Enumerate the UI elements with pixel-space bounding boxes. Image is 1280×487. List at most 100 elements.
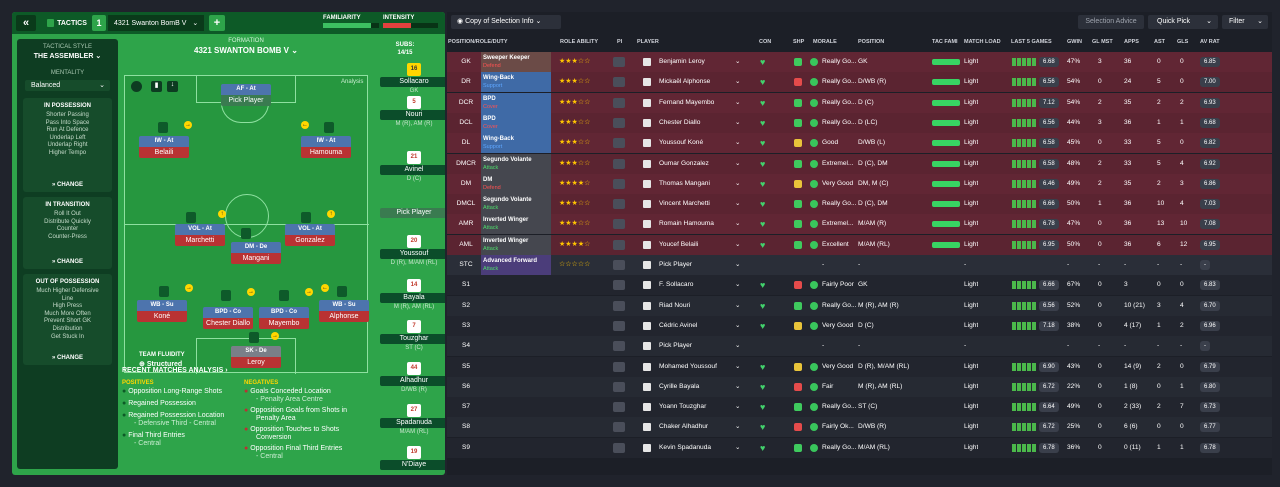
player-instructions-icon[interactable] [613, 320, 625, 331]
pitch-player-dmcl[interactable]: VOL - At Marchetti [175, 224, 225, 248]
chevron-down-icon[interactable]: ⌄ [735, 281, 741, 289]
player-instructions-icon[interactable] [613, 57, 625, 67]
player-instructions-icon[interactable] [613, 361, 625, 372]
in-transition-box[interactable]: IN TRANSITION Roll It Out Distribute Qui… [23, 197, 112, 269]
filter-button[interactable]: Filter ⌄ [1222, 15, 1268, 29]
player-instructions-icon[interactable] [613, 77, 625, 88]
role-select[interactable]: Advanced Forward Attack [481, 255, 551, 275]
player-instructions-icon[interactable] [613, 260, 625, 270]
table-row[interactable]: S8 Chaker Alhadhur ⌄ ♥ Fairly Ok... D/WB (R) L… [447, 417, 1272, 438]
chevron-down-icon[interactable]: ⌄ [735, 179, 741, 187]
chevron-down-icon[interactable]: ⌄ [735, 261, 741, 268]
pitch-player-st[interactable]: AF - At Pick Player [221, 84, 271, 108]
chevron-down-icon[interactable]: ⌄ [735, 321, 741, 329]
table-row[interactable]: DL Wing-Back Support ★★★☆☆ Youssouf Koné ⌄ ♥ Go… [447, 133, 1272, 154]
player-name[interactable]: Fernand Mayembo [659, 98, 715, 106]
col-header-tac-fami[interactable]: TAC FAMI [932, 39, 958, 45]
col-header-last5[interactable]: LAST 5 GAMES [1011, 39, 1052, 45]
chevron-down-icon[interactable]: ⌄ [735, 139, 741, 147]
quick-pick-button[interactable]: Quick Pick ⌄ [1148, 15, 1218, 29]
role-select[interactable]: BPD Cover [481, 92, 551, 113]
player-name[interactable]: Oumar Gonzalez [659, 159, 709, 167]
player-name[interactable]: F. Sollacaro [659, 281, 694, 289]
col-header-gls[interactable]: GLS [1177, 39, 1189, 45]
col-header-shp[interactable]: SHP [793, 39, 805, 45]
sub-slot-empty[interactable]: Pick Player [380, 207, 445, 218]
player-name[interactable]: Romain Hamouma [659, 220, 714, 228]
download-icon[interactable]: ↓ [167, 81, 178, 92]
col-header-role-ability[interactable]: ROLE ABILITY [560, 39, 598, 45]
col-header-glmst[interactable]: GL MST [1092, 39, 1113, 45]
chevron-down-icon[interactable]: ⌄ [735, 362, 741, 370]
player-instructions-icon[interactable] [613, 239, 625, 250]
chevron-down-icon[interactable]: ⌄ [735, 220, 741, 228]
sub-slot[interactable]: 7 Touzghar ST (C) [380, 320, 445, 352]
col-header-av-rat[interactable]: AV RAT [1200, 39, 1220, 45]
table-row[interactable]: S3 Cédric Avinel ⌄ ♥ Very Good D (C) Light 7.18… [447, 315, 1272, 336]
table-row[interactable]: S7 Yoann Touzghar ⌄ ♥ Really Go... ST (C) Ligh… [447, 397, 1272, 418]
player-instructions-icon[interactable] [613, 219, 625, 230]
pitch-player-dmcr[interactable]: VOL - At Gonzalez [285, 224, 335, 248]
col-header-position2[interactable]: POSITION [858, 39, 885, 45]
role-select[interactable]: Wing-Back Support [481, 72, 551, 93]
sub-slot[interactable]: 19 N'Diaye [380, 446, 445, 470]
table-row[interactable]: AML Inverted Winger Attack ★★★★☆ Youcef Bela… [447, 234, 1272, 255]
chevron-down-icon[interactable]: ⌄ [735, 200, 741, 208]
player-name[interactable]: Cyrille Bayala [659, 382, 700, 390]
player-instructions-icon[interactable] [613, 117, 625, 128]
pitch-player-dcr[interactable]: BPD - Co Mayembo [259, 307, 309, 331]
table-row[interactable]: S9 Kevin Spadanuda ⌄ ♥ Really Go... M/AM (RL)… [447, 437, 1272, 458]
player-name[interactable]: Pick Player [659, 342, 692, 350]
chevron-down-icon[interactable]: ⌄ [735, 240, 741, 248]
chevron-down-icon[interactable]: ⌄ [735, 301, 741, 309]
player-name[interactable]: Mickaël Alphonse [659, 78, 711, 86]
table-row[interactable]: AMR Inverted Winger Attack ★★★☆☆ Romain Hamo… [447, 214, 1272, 235]
player-instructions-icon[interactable] [613, 158, 625, 169]
player-instructions-icon[interactable] [613, 300, 625, 311]
table-row[interactable]: DR Wing-Back Support ★★★☆☆ Mickaël Alphonse ⌄… [447, 72, 1272, 93]
selection-advice-button[interactable]: Selection Advice [1078, 15, 1144, 29]
table-row[interactable]: S2 Riad Nouri ⌄ ♥ Really Go... M (R), AM (R) L… [447, 295, 1272, 316]
chevron-down-icon[interactable]: ⌄ [735, 342, 741, 350]
player-name[interactable]: Youcef Belaili [659, 240, 699, 248]
chevron-down-icon[interactable]: ⌄ [735, 403, 741, 411]
player-name[interactable]: Benjamin Leroy [659, 58, 705, 65]
player-instructions-icon[interactable] [613, 381, 625, 392]
chevron-down-icon[interactable]: ⌄ [735, 118, 741, 126]
formation-select[interactable]: 4321 SWANTON BOMB V ⌄ [124, 46, 368, 55]
role-select[interactable]: Sweeper Keeper Defend [481, 52, 551, 72]
role-select[interactable]: Inverted Winger Attack [481, 234, 551, 255]
player-name[interactable]: Pick Player [659, 261, 692, 268]
player-instructions-icon[interactable] [613, 178, 625, 189]
role-select[interactable]: Segundo Volante Attack [481, 194, 551, 215]
chevron-down-icon[interactable]: ⌄ [735, 423, 741, 431]
change-in-transition-button[interactable]: » CHANGE [51, 259, 84, 265]
table-row[interactable]: S4 Pick Player ⌄ - - - - - - - - - [447, 336, 1272, 357]
change-out-of-possession-button[interactable]: » CHANGE [51, 355, 84, 361]
table-row[interactable]: DM DM Defend ★★★★☆ Thomas Mangani ⌄ ♥ Very Good… [447, 173, 1272, 194]
col-header-player[interactable]: PLAYER [637, 39, 659, 45]
role-select[interactable]: DM Defend [481, 173, 551, 194]
chevron-down-icon[interactable]: ⌄ [735, 98, 741, 106]
table-row[interactable]: S5 Mohamed Youssouf ⌄ ♥ Very Good D (R), M/AM… [447, 356, 1272, 377]
role-select[interactable]: Wing-Back Support [481, 133, 551, 154]
pitch-player-amr[interactable]: IW - At Hamouma [301, 136, 351, 160]
player-instructions-icon[interactable] [613, 442, 625, 453]
pitch-player-dr[interactable]: WB - Su Alphonse [319, 300, 369, 324]
role-select[interactable]: Segundo Volante Attack [481, 153, 551, 174]
view-select[interactable]: ◉ Copy of Selection Info ⌄ [451, 15, 561, 29]
col-header-con[interactable]: CON [759, 39, 772, 45]
col-header-morale[interactable]: MORALE [813, 39, 837, 45]
player-instructions-icon[interactable] [613, 422, 625, 433]
player-instructions-icon[interactable] [613, 341, 625, 352]
sub-slot[interactable]: 5 Nouri M (R), AM (R) [380, 96, 445, 128]
player-name[interactable]: Chaker Alhadhur [659, 423, 709, 431]
sub-slot[interactable]: 44 Alhadhur D/WB (R) [380, 362, 445, 394]
chevron-down-icon[interactable]: ⌄ [735, 382, 741, 390]
chevron-down-icon[interactable]: ⌄ [735, 78, 741, 86]
table-row[interactable]: DCL BPD Cover ★★★☆☆ Chester Diallo ⌄ ♥ Really G… [447, 112, 1272, 133]
table-row[interactable]: GK Sweeper Keeper Defend ★★★☆☆ Benjamin Lero… [447, 52, 1272, 72]
col-header-ast[interactable]: AST [1154, 39, 1165, 45]
bar-chart-icon[interactable]: ▮ [151, 81, 162, 92]
in-possession-box[interactable]: IN POSSESSION Shorter Passing Pass Into … [23, 98, 112, 192]
